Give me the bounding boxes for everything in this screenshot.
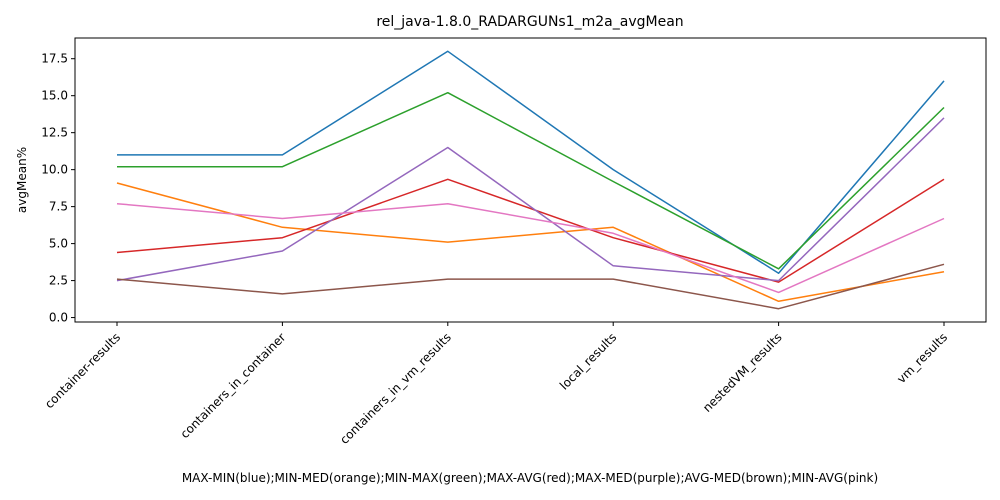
series-line-4: [116, 178, 945, 283]
series-line-3: [117, 91, 945, 270]
x-tick-label: local_results: [557, 330, 619, 392]
x-tick-label: vm_results: [894, 330, 950, 386]
x-tick-label: nestedVM_results: [700, 330, 785, 415]
series-line-2: [116, 182, 945, 303]
x-tick-label: container-results: [42, 330, 123, 411]
y-tick-label: 2.5: [49, 274, 68, 288]
x-axis-label: MAX-MIN(blue);MIN-MED(orange);MIN-MAX(gr…: [182, 471, 878, 485]
x-tick-label: containers_in_container: [178, 330, 289, 441]
series-layer: [116, 50, 945, 310]
series-line-6: [116, 263, 945, 310]
series-line-7: [116, 202, 945, 294]
y-tick-label: 12.5: [41, 126, 68, 140]
x-tick-label: containers_in_vm_results: [337, 330, 454, 447]
y-tick-label: 7.5: [49, 200, 68, 214]
plot-frame: [74, 37, 987, 323]
y-tick-label: 10.0: [41, 163, 68, 177]
y-tick-label: 0.0: [49, 311, 68, 325]
y-tick-label: 17.5: [41, 52, 68, 66]
series-line-5: [116, 117, 945, 282]
y-axis: 0.0 2.5 5.0 7.5 10.0 12.5 15.0 17.5: [41, 52, 75, 325]
y-axis-label: avgMean%: [15, 147, 29, 213]
y-tick-label: 15.0: [41, 89, 68, 103]
x-axis: container-results containers_in_container…: [42, 322, 950, 447]
y-tick-label: 5.0: [49, 237, 68, 251]
chart-title: rel_java-1.8.0_RADARGUNs1_m2a_avgMean: [376, 14, 683, 30]
